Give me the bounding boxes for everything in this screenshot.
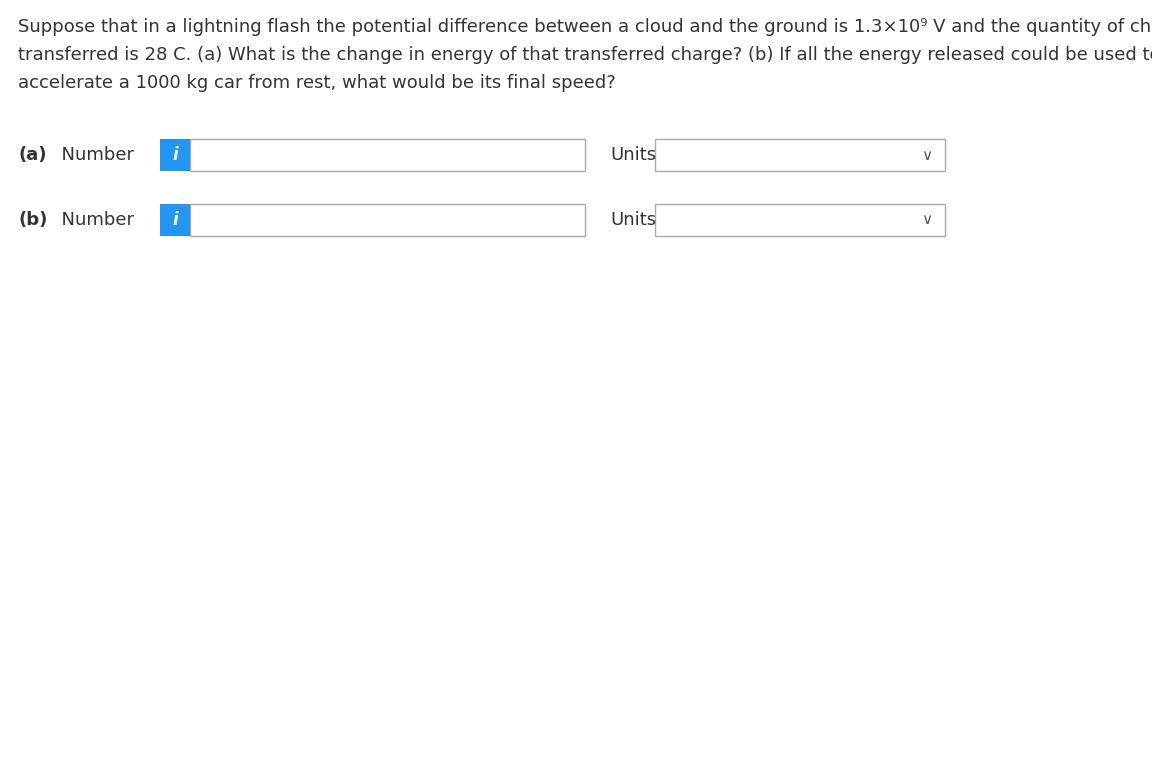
Bar — [190, 204, 585, 236]
Text: Number: Number — [50, 146, 134, 164]
Text: ∨: ∨ — [922, 213, 933, 227]
Text: Units: Units — [611, 211, 657, 229]
Bar — [160, 204, 190, 236]
Text: (a): (a) — [18, 146, 46, 164]
Bar — [190, 139, 585, 171]
Text: (b): (b) — [18, 211, 47, 229]
Text: Units: Units — [611, 146, 657, 164]
Text: transferred is 28 C. (a) What is the change in energy of that transferred charge: transferred is 28 C. (a) What is the cha… — [18, 46, 1152, 64]
Text: i: i — [172, 146, 177, 164]
Bar — [655, 204, 945, 236]
Text: i: i — [172, 211, 177, 229]
Text: ∨: ∨ — [922, 147, 933, 162]
Text: Number: Number — [50, 211, 134, 229]
Text: Suppose that in a lightning flash the potential difference between a cloud and t: Suppose that in a lightning flash the po… — [18, 18, 1152, 36]
Bar — [655, 139, 945, 171]
Text: accelerate a 1000 kg car from rest, what would be its final speed?: accelerate a 1000 kg car from rest, what… — [18, 74, 616, 92]
Bar — [160, 139, 190, 171]
